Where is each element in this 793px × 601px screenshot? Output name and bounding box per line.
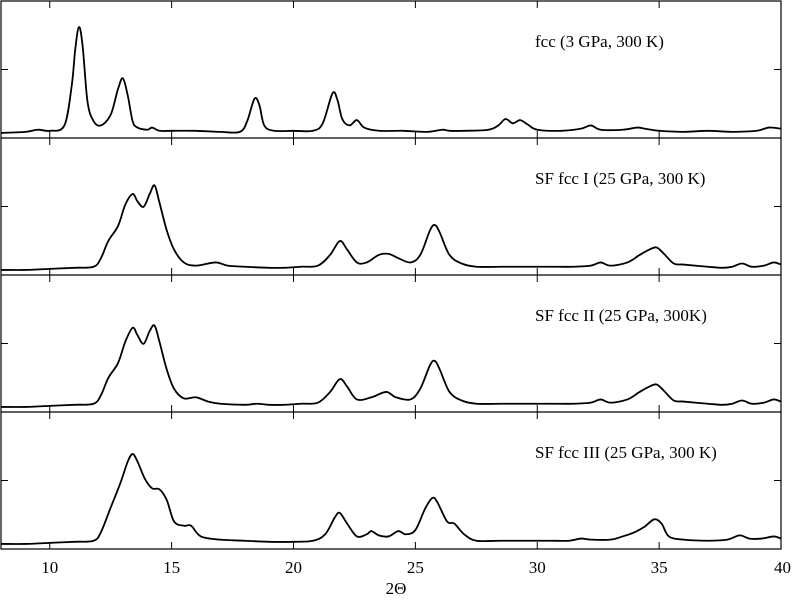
x-tick-label: 25 xyxy=(407,558,424,577)
x-tick-label: 30 xyxy=(529,558,546,577)
series-line-3 xyxy=(0,324,782,408)
x-tick-label: 20 xyxy=(285,558,302,577)
x-tick-label: 35 xyxy=(651,558,668,577)
x-tick-label: 40 xyxy=(774,558,791,577)
x-tick-label: 10 xyxy=(41,558,58,577)
x-axis-label: 2Θ xyxy=(386,579,407,598)
series-line-4 xyxy=(0,453,782,545)
panel-label-2: SF fcc I (25 GPa, 300 K) xyxy=(535,169,705,188)
panel-label-4: SF fcc III (25 GPa, 300 K) xyxy=(535,443,717,462)
panel-label-1: fcc (3 GPa, 300 K) xyxy=(535,32,664,51)
x-tick-label: 15 xyxy=(163,558,180,577)
series-line-2 xyxy=(0,184,782,271)
series-line-1 xyxy=(0,26,782,134)
panel-label-3: SF fcc II (25 GPa, 300K) xyxy=(535,306,707,325)
